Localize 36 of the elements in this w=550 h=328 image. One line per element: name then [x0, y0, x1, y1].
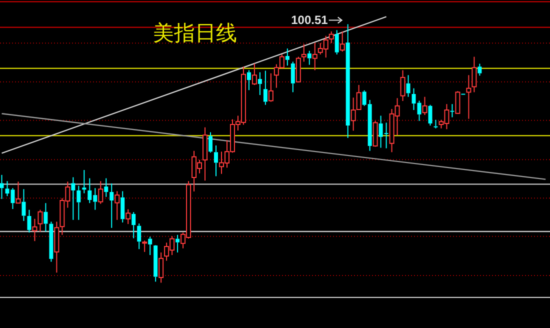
candlestick [263, 70, 268, 106]
candlestick [132, 212, 136, 239]
candlestick [27, 209, 32, 234]
candlestick [268, 72, 274, 102]
chart-title: 美指日线 [153, 21, 237, 45]
candlestick [406, 74, 410, 98]
candlestick [82, 169, 86, 194]
candlestick [154, 245, 158, 282]
candlestick [49, 221, 54, 262]
candlestick [54, 221, 60, 274]
candlestick [110, 182, 114, 228]
candlestick [44, 202, 48, 232]
candlestick [71, 176, 76, 220]
candlestick [137, 223, 142, 250]
candlestick [176, 234, 180, 253]
candlestick [22, 188, 26, 222]
candlestick [428, 104, 432, 126]
candlestick [290, 61, 295, 93]
candlestick [334, 30, 339, 55]
candlestick [346, 24, 350, 138]
candlestick [120, 190, 125, 223]
candlestick [76, 185, 81, 220]
candlestick [285, 48, 290, 66]
candlestick [32, 218, 38, 242]
candlestick [0, 174, 4, 200]
candlestick [148, 236, 152, 256]
candlestick [202, 126, 208, 182]
candlestick [307, 50, 312, 66]
annotation: 100.51 [291, 13, 328, 28]
candlestick [466, 74, 472, 120]
candlestick [246, 70, 251, 91]
candlestick [450, 104, 454, 118]
candlestick [258, 72, 262, 96]
candlestick [104, 178, 108, 198]
candlestick [312, 42, 318, 71]
candlestick [214, 144, 218, 177]
